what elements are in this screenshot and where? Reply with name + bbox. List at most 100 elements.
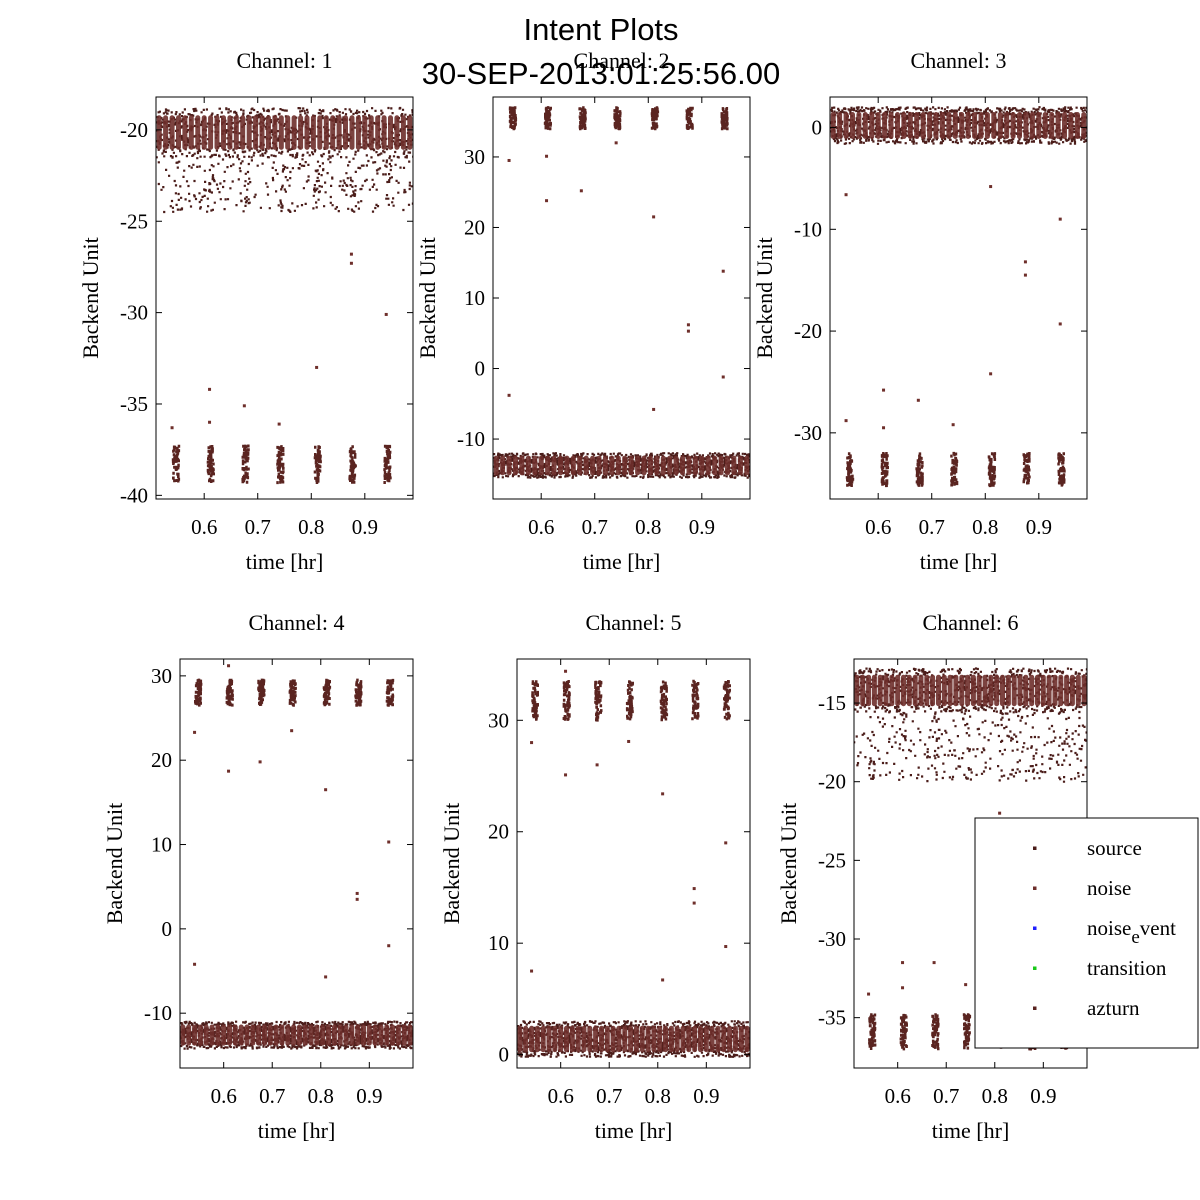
y-tick-label: -15 [818, 691, 846, 715]
calibration-cluster [562, 680, 571, 721]
channel-3-data [830, 106, 1091, 488]
x-tick-label: 0.6 [191, 515, 217, 539]
calibration-cluster [880, 452, 889, 488]
outlier-point [193, 962, 197, 966]
outlier-point [1088, 220, 1091, 223]
x-tick-label: 0.9 [352, 515, 378, 539]
x-tick-label: 0.8 [645, 1084, 671, 1108]
calibration-cluster [962, 1013, 972, 1050]
subplot-title: Channel: 4 [249, 610, 345, 635]
figure-subtitle-timestamp: 30-SEP-2013:01:25:56.00 [422, 56, 781, 91]
outlier-point [507, 393, 511, 397]
axes-frame [492, 96, 751, 500]
subplot-title: Channel: 6 [923, 610, 1019, 635]
subplot-grid: 0.6 0.7 0.8 0.9 -40 -35 -30 -25 -20 Channel: 1 tim… [78, 48, 1091, 1143]
subplot-title: Channel: 5 [586, 610, 682, 635]
calibration-cluster [194, 678, 203, 707]
x-tick-label: 0.9 [693, 1084, 719, 1108]
outlier-point [724, 945, 728, 949]
outlier-point [227, 664, 231, 668]
outlier-point [692, 887, 696, 891]
x-tick-label: 0.7 [259, 1084, 285, 1108]
outlier-point [721, 269, 725, 273]
outlier-point [692, 901, 696, 905]
calibration-cluster [720, 107, 729, 131]
legend-box [974, 817, 1199, 1049]
outlier-point [724, 841, 728, 845]
outlier-point [844, 193, 848, 197]
outlier-point [545, 154, 549, 158]
legend-marker-noise [1033, 886, 1037, 890]
y-tick-label: -30 [120, 301, 148, 325]
legend-marker-transition [1033, 966, 1037, 970]
outlier-point [751, 942, 754, 945]
calibration-cluster [659, 680, 669, 722]
outlier-point [290, 729, 294, 733]
outlier-point [193, 730, 197, 734]
calibration-cluster [225, 678, 234, 707]
legend-label-source: source [1087, 836, 1142, 860]
y-axis-label: Backend Unit [439, 803, 464, 925]
axes-frame [179, 658, 414, 1069]
legend-label-transition: transition [1087, 956, 1167, 980]
outlier-point [989, 372, 993, 376]
y-axis-label: Backend Unit [415, 237, 440, 359]
subplot-title: Channel: 1 [237, 48, 333, 73]
calibration-cluster [691, 679, 700, 721]
x-tick-label: 0.9 [689, 515, 715, 539]
outlier-point [170, 426, 174, 430]
outlier-point [652, 407, 656, 411]
calibration-cluster [1086, 460, 1087, 480]
calibration-cluster [531, 680, 539, 721]
channel-5-plot: 0.6 0.7 0.8 0.9 0 10 20 30 Channel: 5 time [hr] Ba… [439, 610, 754, 1143]
y-tick-label: -10 [794, 217, 822, 241]
calibration-cluster [625, 680, 634, 721]
outlier-point [686, 323, 690, 327]
outlier-point [751, 846, 754, 849]
outlier-point [1058, 217, 1062, 221]
channel-1-plot: 0.6 0.7 0.8 0.9 -40 -35 -30 -25 -20 Channel: 1 tim… [78, 48, 414, 574]
y-tick-label: -20 [120, 118, 148, 142]
outlier-point [208, 420, 212, 424]
x-tick-label: 0.9 [1026, 515, 1052, 539]
axes-frame [829, 96, 1088, 500]
outlier-point [315, 365, 319, 369]
outlier-point [414, 836, 417, 839]
y-tick-label: -10 [457, 427, 485, 451]
channel-3-plot: 0.6 0.7 0.8 0.9 -30 -20 -10 0 Channel: 3 time [hr… [752, 48, 1091, 574]
outlier-point [1058, 322, 1062, 326]
calibration-cluster [508, 106, 518, 131]
calibration-cluster [276, 445, 285, 485]
x-tick-label: 0.6 [885, 1084, 911, 1108]
outlier-point [208, 387, 212, 391]
figure-title: Intent Plots [523, 12, 678, 47]
legend: source noise noiseevent transition azturn [974, 817, 1199, 1049]
channel-4-plot: 0.6 0.7 0.8 0.9 -10 0 10 20 30 Channel: 4 time [hr… [102, 610, 417, 1143]
calibration-cluster [241, 444, 250, 484]
legend-label-azturn: azturn [1087, 996, 1140, 1020]
calibration-cluster [685, 106, 694, 130]
calibration-cluster [348, 445, 357, 484]
y-tick-label: 20 [151, 748, 172, 772]
y-tick-label: -30 [818, 927, 846, 951]
outlier-point [882, 388, 886, 392]
y-tick-label: -10 [144, 1001, 172, 1025]
calibration-cluster [749, 109, 750, 120]
calibration-cluster [383, 444, 392, 484]
calibration-cluster [257, 678, 266, 706]
noise-band-highlight [517, 1025, 750, 1053]
calibration-cluster [722, 680, 731, 721]
calibration-cluster [322, 678, 332, 707]
outlier-point [721, 375, 725, 379]
outlier-point [324, 788, 328, 792]
outlier-point [751, 366, 754, 369]
x-tick-label: 0.7 [582, 515, 608, 539]
axes-frame [516, 658, 751, 1069]
axes-frame [155, 96, 414, 500]
y-tick-label: -30 [794, 421, 822, 445]
outlier-point [882, 426, 886, 430]
outlier-point [384, 312, 388, 316]
y-tick-label: -25 [818, 848, 846, 872]
x-axis-label: time [hr] [932, 1118, 1010, 1143]
outlier-point [530, 969, 534, 973]
